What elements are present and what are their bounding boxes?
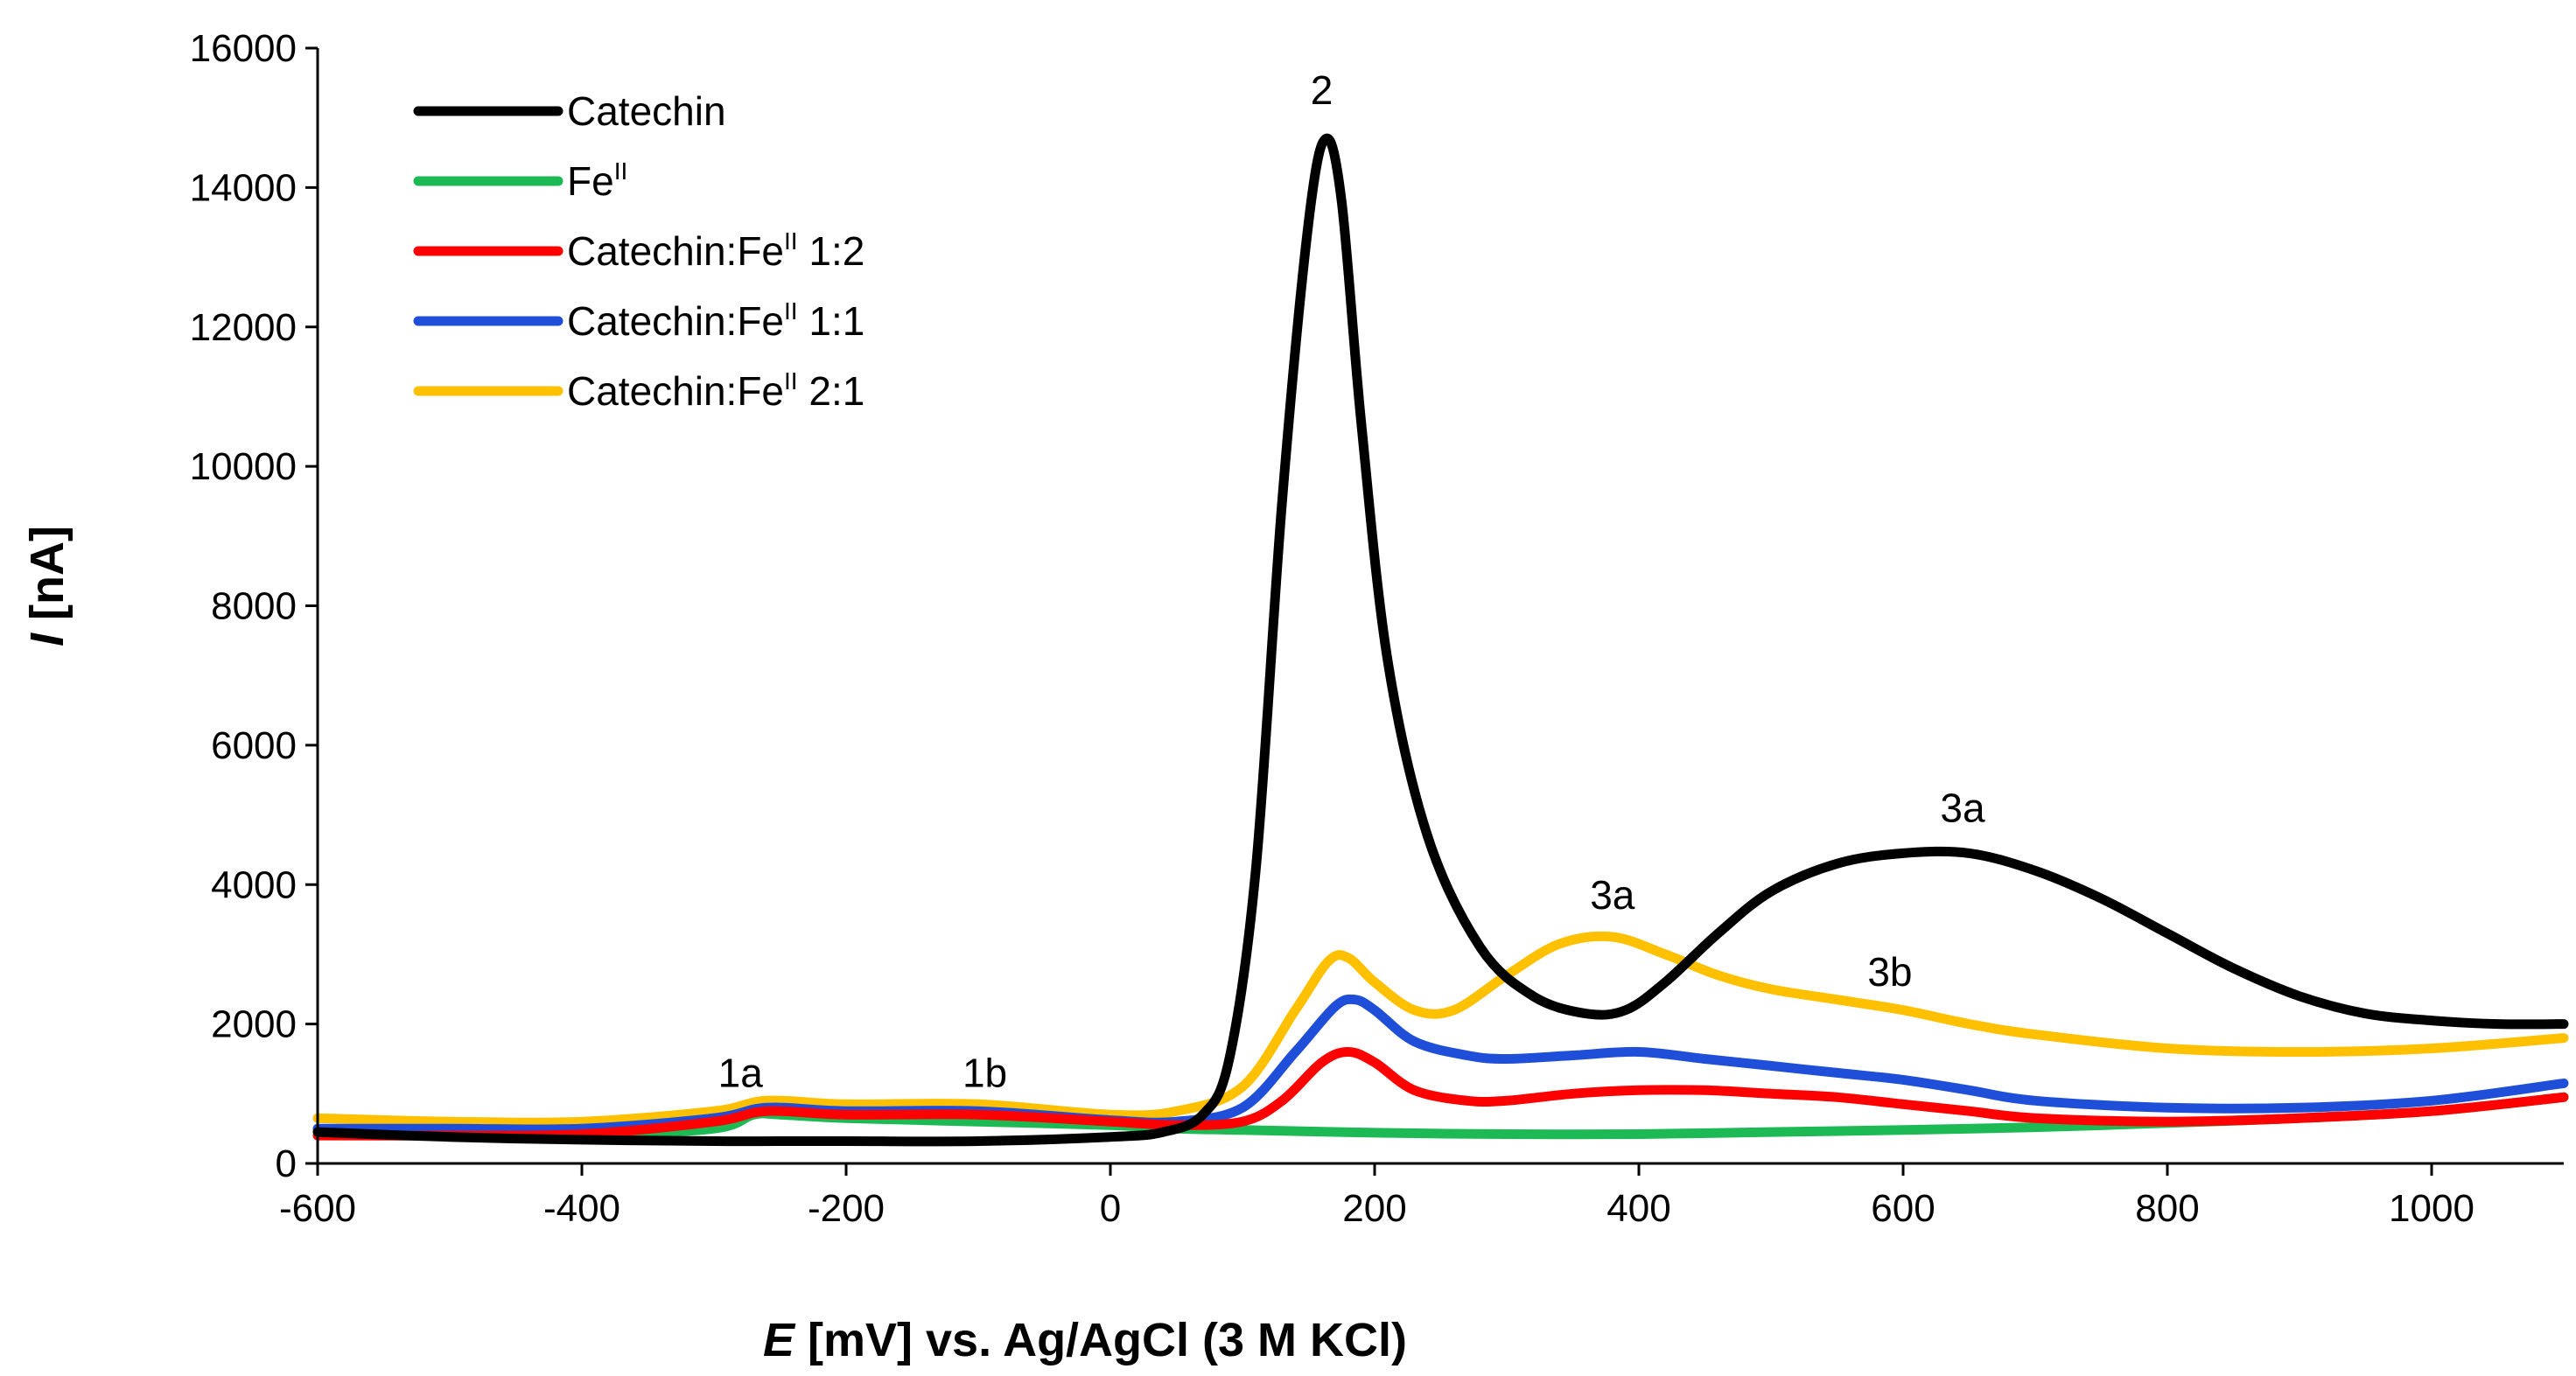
y-tick-label: 10000 — [190, 445, 297, 488]
x-tick-label: 400 — [1606, 1187, 1670, 1230]
peak-label: 3a — [1590, 872, 1635, 918]
x-tick-label: 0 — [1100, 1187, 1121, 1230]
x-tick-label: 200 — [1342, 1187, 1406, 1230]
y-axis-title-unit: [nA] — [21, 526, 74, 633]
x-axis-title-unit: [mV] vs. Ag/AgCl (3 M KCl) — [794, 1314, 1407, 1366]
peak-label: 1b — [962, 1050, 1007, 1095]
peak-label: 3b — [1867, 949, 1912, 995]
y-tick-label: 8000 — [211, 585, 297, 628]
x-tick-label: 800 — [2135, 1187, 2199, 1230]
x-tick-label: -400 — [543, 1187, 620, 1230]
series-line-4 — [312, 931, 2569, 1128]
x-axis-title: E [mV] vs. Ag/AgCl (3 M KCl) — [763, 1314, 1407, 1366]
y-tick-label: 0 — [276, 1142, 297, 1185]
peak-annotations: 1a 1b 2 3a 3a 3b — [718, 67, 1985, 1096]
legend-label: Catechin:FeII 1:2 — [567, 227, 864, 274]
y-tick-label: 16000 — [190, 27, 297, 70]
legend-label: Catechin:FeII 1:1 — [567, 297, 864, 344]
peak-label: 1a — [718, 1050, 764, 1095]
x-axis-title-var: E — [763, 1314, 796, 1366]
x-axis-ticks: -600 -400 -200 0 200 400 600 800 1000 — [279, 1163, 2474, 1230]
legend-label: FeII — [567, 157, 627, 204]
y-tick-label: 14000 — [190, 166, 297, 209]
x-tick-label: 600 — [1871, 1187, 1935, 1230]
y-tick-label: 6000 — [211, 724, 297, 767]
series-line-3 — [312, 994, 2569, 1135]
y-tick-label: 2000 — [211, 1003, 297, 1046]
y-axis-ticks: 0 2000 4000 6000 8000 10000 12000 14000 16000 — [190, 27, 318, 1185]
series-layer — [312, 133, 2569, 1147]
legend: Catechin FeII Catechin:FeII 1:2 Catechin:Fe… — [413, 88, 864, 414]
peak-label: 2 — [1311, 67, 1334, 113]
legend-label: Catechin:FeII 2:1 — [567, 367, 864, 414]
legend-label: Catechin — [567, 88, 726, 134]
x-tick-label: -200 — [808, 1187, 885, 1230]
peak-label: 3a — [1940, 786, 1985, 831]
x-tick-label: 1000 — [2389, 1187, 2474, 1230]
x-tick-label: -600 — [279, 1187, 356, 1230]
y-axis-title-var: I — [21, 632, 74, 646]
series-line-2 — [312, 1047, 2569, 1141]
y-tick-label: 12000 — [190, 306, 297, 349]
series-line-0 — [312, 133, 2569, 1147]
y-tick-label: 4000 — [211, 863, 297, 906]
y-axis-title: I [nA] — [21, 526, 74, 646]
